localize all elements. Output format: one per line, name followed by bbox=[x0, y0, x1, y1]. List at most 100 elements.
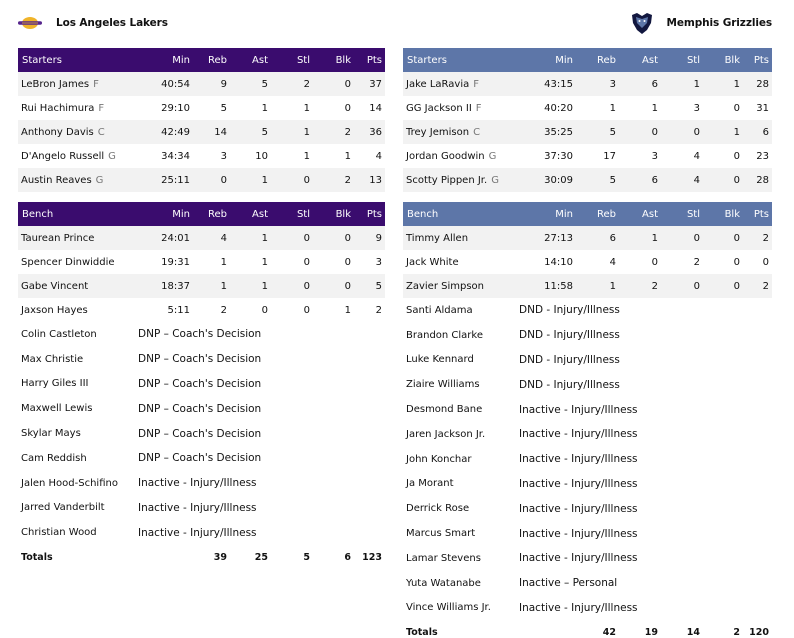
player-position: C bbox=[473, 126, 481, 138]
inactive-player-row: Desmond Bane Inactive - Injury/Illness bbox=[403, 397, 772, 422]
blocks-column-header[interactable]: Blk bbox=[703, 48, 743, 72]
player-name[interactable]: John Konchar bbox=[406, 453, 472, 465]
player-name[interactable]: Luke Kennard bbox=[406, 354, 474, 366]
player-name[interactable]: Jaxson Hayes bbox=[21, 304, 88, 316]
player-name[interactable]: Colin Castleton bbox=[21, 328, 97, 340]
player-name[interactable]: Spencer Dinwiddie bbox=[21, 256, 115, 268]
bench-header-row: Bench Min Reb Ast Stl Blk Pts bbox=[403, 202, 772, 226]
minutes-column-header[interactable]: Min bbox=[138, 48, 193, 72]
player-name[interactable]: Taurean Prince bbox=[21, 232, 95, 244]
minutes-column-header[interactable]: Min bbox=[519, 48, 576, 72]
minutes-value: 35:25 bbox=[519, 120, 576, 144]
assists-column-header[interactable]: Ast bbox=[619, 202, 661, 226]
assists-value: 1 bbox=[230, 168, 271, 192]
rebounds-value: 1 bbox=[220, 256, 227, 268]
player-cell: Jaxson Hayes bbox=[18, 298, 138, 322]
player-cell: GG Jackson II F bbox=[403, 96, 519, 120]
points-column-header[interactable]: Pts bbox=[354, 48, 385, 72]
points-value: 37 bbox=[354, 72, 385, 96]
player-name[interactable]: D'Angelo Russell bbox=[21, 150, 105, 162]
player-name[interactable]: Gabe Vincent bbox=[21, 280, 89, 292]
player-name[interactable]: Rui Hachimura bbox=[21, 102, 95, 114]
player-cell: Trey Jemison C bbox=[403, 120, 519, 144]
assists-column-header[interactable]: Ast bbox=[619, 48, 661, 72]
rebounds-value: 5 bbox=[220, 102, 227, 114]
player-cell: Timmy Allen bbox=[403, 226, 519, 250]
player-status: DNP – Coach's Decision bbox=[138, 452, 262, 465]
player-name[interactable]: Ziaire Williams bbox=[406, 379, 480, 391]
player-name[interactable]: Christian Wood bbox=[21, 527, 97, 539]
blocks-column-header[interactable]: Blk bbox=[703, 202, 743, 226]
player-cell: Anthony Davis C bbox=[18, 120, 138, 144]
player-name[interactable]: Anthony Davis bbox=[21, 126, 94, 138]
player-status: DND - Injury/Illness bbox=[519, 304, 620, 317]
rebounds-column-header[interactable]: Reb bbox=[576, 202, 619, 226]
player-status: Inactive - Injury/Illness bbox=[519, 403, 638, 416]
home-team-name[interactable]: Los Angeles Lakers bbox=[56, 17, 168, 29]
minutes-value: 19:31 bbox=[161, 256, 190, 268]
rebounds-column-header[interactable]: Reb bbox=[576, 48, 619, 72]
player-name[interactable]: Vince Williams Jr. bbox=[406, 602, 491, 614]
player-name[interactable]: Jaren Jackson Jr. bbox=[406, 428, 486, 440]
steals-column-header[interactable]: Stl bbox=[661, 202, 703, 226]
player-name[interactable]: Timmy Allen bbox=[406, 232, 469, 244]
player-name[interactable]: Santi Aldama bbox=[406, 304, 473, 316]
player-name[interactable]: Jarred Vanderbilt bbox=[21, 502, 105, 514]
player-cell: D'Angelo Russell G bbox=[18, 144, 138, 168]
rebounds-value: 4 bbox=[609, 256, 616, 268]
minutes-value: 18:37 bbox=[138, 274, 193, 298]
player-name[interactable]: LeBron James bbox=[21, 78, 90, 90]
away-team-name[interactable]: Memphis Grizzlies bbox=[666, 17, 773, 29]
player-name[interactable]: Derrick Rose bbox=[406, 503, 470, 515]
steals-value: 2 bbox=[271, 72, 313, 96]
rebounds-value: 6 bbox=[576, 226, 619, 250]
player-name[interactable]: Yuta Watanabe bbox=[406, 577, 481, 589]
player-name[interactable]: Desmond Bane bbox=[406, 404, 483, 416]
player-row: Zavier Simpson 11:58 1 2 0 0 2 bbox=[403, 274, 772, 298]
points-column-header[interactable]: Pts bbox=[354, 202, 385, 226]
inactive-player-row: Marcus Smart Inactive - Injury/Illness bbox=[403, 521, 772, 546]
assists-column-header[interactable]: Ast bbox=[230, 202, 271, 226]
blocks-column-header[interactable]: Blk bbox=[313, 48, 354, 72]
steals-column-header[interactable]: Stl bbox=[661, 48, 703, 72]
points-column-header[interactable]: Pts bbox=[743, 202, 772, 226]
player-name[interactable]: Jalen Hood-Schifino bbox=[21, 477, 118, 489]
assists-column-header[interactable]: Ast bbox=[230, 48, 271, 72]
player-name[interactable]: Jake LaRavia bbox=[406, 78, 470, 90]
player-name[interactable]: Jack White bbox=[406, 256, 459, 268]
assists-value: 1 bbox=[651, 102, 658, 114]
player-name[interactable]: Maxwell Lewis bbox=[21, 403, 93, 415]
player-name[interactable]: Marcus Smart bbox=[406, 528, 476, 540]
steals-value: 3 bbox=[693, 102, 700, 114]
player-cell: Austin Reaves G bbox=[18, 168, 138, 192]
player-row: Anthony Davis C 42:49 14 5 1 2 36 bbox=[18, 120, 385, 144]
inactive-player-row: Jarred Vanderbilt Inactive - Injury/Illne… bbox=[18, 496, 385, 521]
player-name[interactable]: Jordan Goodwin bbox=[406, 150, 485, 162]
player-name[interactable]: GG Jackson II bbox=[406, 102, 472, 114]
player-name[interactable]: Max Christie bbox=[21, 353, 84, 365]
player-name[interactable]: Austin Reaves bbox=[21, 174, 92, 186]
player-name[interactable]: Lamar Stevens bbox=[406, 552, 481, 564]
player-name[interactable]: Cam Reddish bbox=[21, 452, 87, 464]
inactive-player-row: Vince Williams Jr. Inactive - Injury/Illn… bbox=[403, 596, 772, 621]
player-name[interactable]: Trey Jemison bbox=[406, 126, 470, 138]
steals-column-header[interactable]: Stl bbox=[271, 48, 313, 72]
rebounds-column-header[interactable]: Reb bbox=[193, 202, 230, 226]
steals-value: 1 bbox=[303, 102, 310, 114]
totals-rebounds: 39 bbox=[213, 551, 227, 563]
blocks-value: 1 bbox=[703, 120, 743, 144]
blocks-column-header[interactable]: Blk bbox=[313, 202, 354, 226]
inactive-player-row: Brandon Clarke DND - Injury/Illness bbox=[403, 323, 772, 348]
player-name[interactable]: Scotty Pippen Jr. bbox=[406, 174, 488, 186]
player-name[interactable]: Brandon Clarke bbox=[406, 329, 484, 341]
player-name[interactable]: Ja Morant bbox=[406, 478, 454, 490]
points-column-header[interactable]: Pts bbox=[743, 48, 772, 72]
player-name[interactable]: Harry Giles III bbox=[21, 378, 89, 390]
player-name[interactable]: Zavier Simpson bbox=[406, 280, 484, 292]
steals-column-header[interactable]: Stl bbox=[271, 202, 313, 226]
player-name[interactable]: Skylar Mays bbox=[21, 428, 81, 440]
player-cell: Yuta Watanabe bbox=[403, 571, 519, 596]
minutes-column-header[interactable]: Min bbox=[519, 202, 576, 226]
rebounds-column-header[interactable]: Reb bbox=[193, 48, 230, 72]
minutes-column-header[interactable]: Min bbox=[138, 202, 193, 226]
